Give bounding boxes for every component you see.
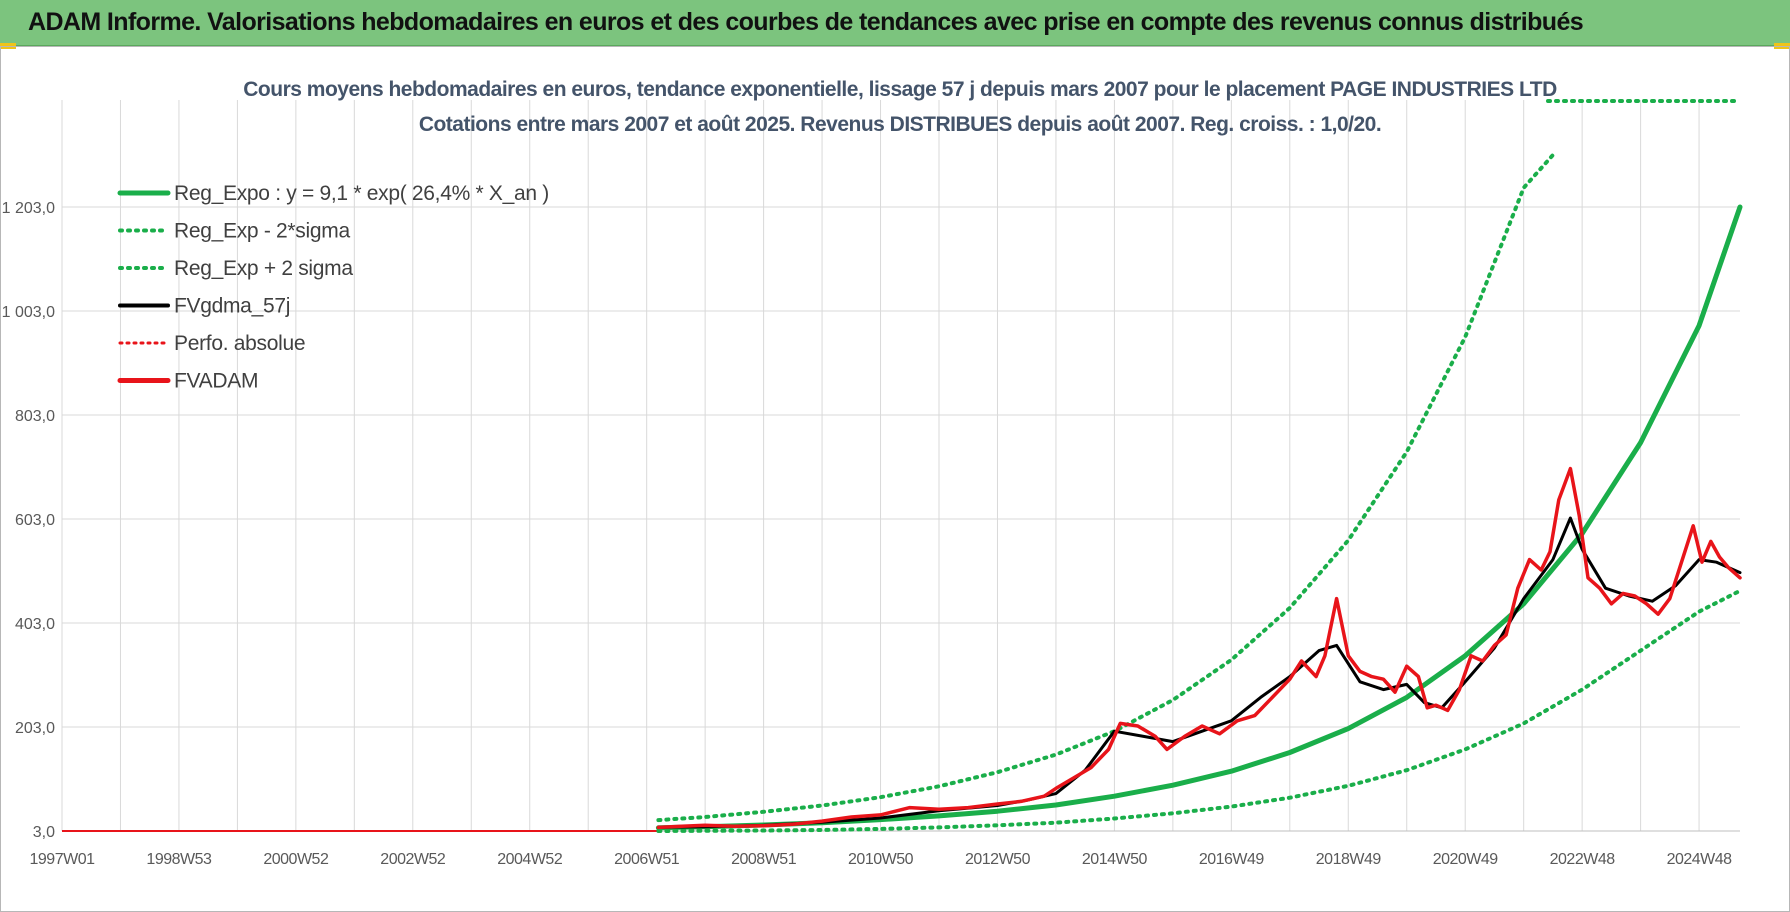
- y-tick-labels: 3,0 203,0 403,0 603,0 803,0 1 003,0 1 203,0: [2, 200, 55, 841]
- grid: [61, 100, 1740, 832]
- x-tick-labels: 1997W01 1998W53 2000W52 2002W52 2004W52 2006W…: [30, 851, 1733, 868]
- y-tick-label: 1 003,0: [2, 304, 55, 321]
- x-tick-label: 2002W52: [380, 851, 446, 868]
- legend-label: FVgdma_57j: [174, 295, 290, 318]
- y-tick-label: 3,0: [33, 824, 55, 841]
- x-tick-label: 2020W49: [1433, 851, 1499, 868]
- x-tick-label: 2016W49: [1199, 851, 1265, 868]
- x-tick-label: 2010W50: [848, 851, 914, 868]
- page-title: ADAM Informe. Valorisations hebdomadaire…: [28, 8, 1584, 36]
- legend-label: Reg_Exp + 2 sigma: [174, 257, 353, 280]
- x-tick-label: 2004W52: [497, 851, 563, 868]
- y-tick-label: 803,0: [15, 408, 55, 425]
- legend-label: Reg_Expo : y = 9,1 * exp( 26,4% * X_an ): [174, 182, 549, 205]
- y-tick-label: 203,0: [15, 720, 55, 737]
- x-tick-label: 2022W48: [1550, 851, 1616, 868]
- legend: Reg_Expo : y = 9,1 * exp( 26,4% * X_an )…: [117, 182, 549, 393]
- y-tick-label: 603,0: [15, 512, 55, 529]
- x-tick-label: 2012W50: [965, 851, 1031, 868]
- y-tick-label: 403,0: [15, 616, 55, 633]
- x-tick-label: 1997W01: [30, 851, 96, 868]
- x-tick-label: 2018W49: [1316, 851, 1382, 868]
- series: [62, 99, 1743, 833]
- y-tick-label: 1 203,0: [2, 200, 55, 217]
- series-fvadam: [656, 466, 1742, 830]
- chart-subtitle: Cotations entre mars 2007 et août 2025. …: [419, 113, 1381, 136]
- x-tick-label: 2024W48: [1667, 851, 1733, 868]
- chart-titles: Cours moyens hebdomadaires en euros, ten…: [243, 78, 1557, 136]
- legend-label: Reg_Exp - 2*sigma: [174, 220, 350, 243]
- x-tick-label: 2014W50: [1082, 851, 1148, 868]
- legend-label: FVADAM: [174, 370, 258, 393]
- series-reg-exp-plus-2sigma: [656, 153, 1555, 823]
- x-tick-label: 1998W53: [146, 851, 212, 868]
- legend-label: Perfo. absolue: [174, 332, 305, 355]
- series-reg-exp-minus-2sigma: [656, 588, 1742, 833]
- x-tick-label: 2006W51: [614, 851, 680, 868]
- x-tick-label: 2000W52: [263, 851, 329, 868]
- header-bar: ADAM Informe. Valorisations hebdomadaire…: [0, 0, 1790, 46]
- chart-title: Cours moyens hebdomadaires en euros, ten…: [243, 78, 1557, 101]
- x-tick-label: 2008W51: [731, 851, 797, 868]
